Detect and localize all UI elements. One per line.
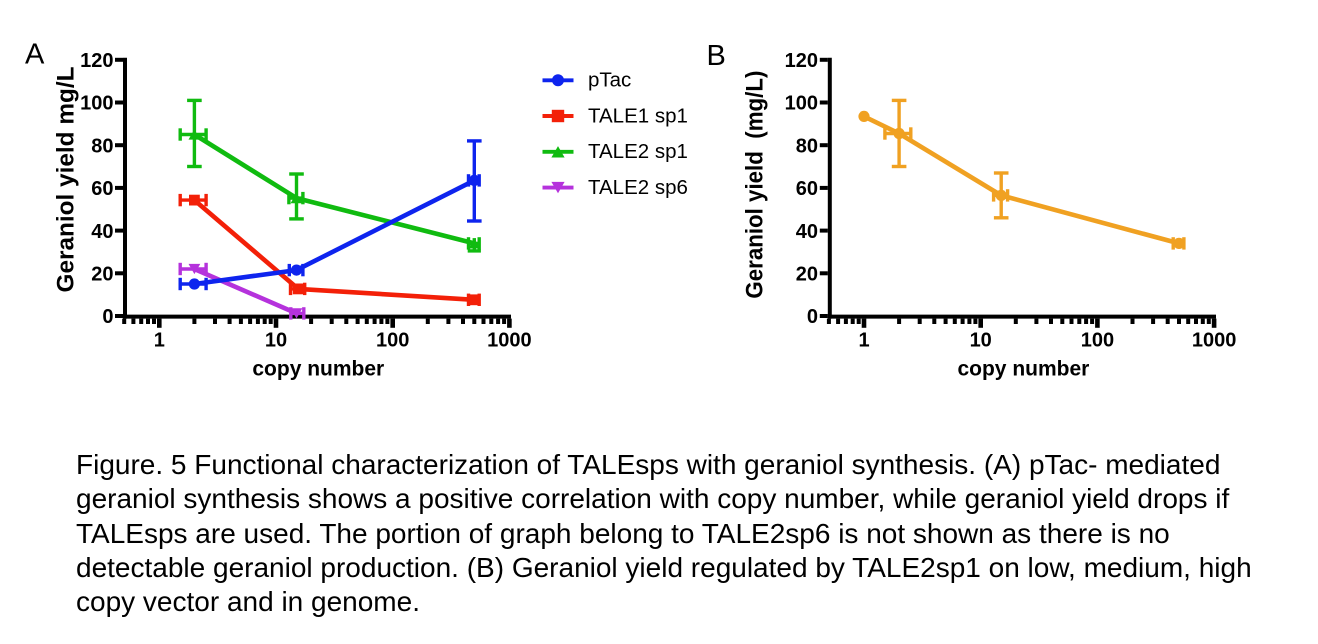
svg-text:80: 80	[796, 135, 818, 157]
svg-text:copy number: copy number	[252, 358, 384, 381]
svg-text:copy number: copy number	[957, 358, 1089, 381]
svg-text:120: 120	[785, 50, 818, 72]
svg-text:20: 20	[796, 264, 818, 286]
svg-text:pTac: pTac	[588, 69, 631, 92]
svg-text:0: 0	[807, 306, 818, 328]
svg-text:80: 80	[91, 135, 113, 157]
svg-text:10: 10	[265, 329, 287, 351]
svg-text:TALE2 sp1: TALE2 sp1	[588, 140, 688, 163]
svg-text:20: 20	[91, 264, 113, 286]
svg-text:1000: 1000	[1192, 329, 1237, 351]
svg-text:100: 100	[376, 329, 409, 351]
svg-text:1: 1	[154, 329, 165, 351]
svg-text:10: 10	[970, 329, 992, 351]
svg-text:100: 100	[80, 93, 113, 115]
svg-text:Geraniol yield (mg/L): Geraniol yield (mg/L)	[742, 71, 769, 299]
svg-text:TALE1 sp1: TALE1 sp1	[588, 104, 688, 127]
svg-text:0: 0	[102, 306, 113, 328]
svg-text:100: 100	[1081, 329, 1114, 351]
svg-text:120: 120	[80, 50, 113, 72]
svg-text:60: 60	[796, 178, 818, 200]
svg-text:100: 100	[785, 93, 818, 115]
svg-text:B: B	[707, 40, 726, 72]
svg-text:TALE2 sp6: TALE2 sp6	[588, 176, 688, 199]
svg-text:Geraniol yield mg/L: Geraniol yield mg/L	[53, 67, 80, 293]
svg-text:60: 60	[91, 178, 113, 200]
svg-text:1000: 1000	[487, 329, 532, 351]
svg-text:A: A	[25, 39, 45, 71]
svg-text:40: 40	[91, 221, 113, 243]
svg-text:1: 1	[858, 329, 869, 351]
svg-text:40: 40	[796, 221, 818, 243]
